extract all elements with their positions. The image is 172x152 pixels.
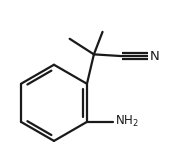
Text: N: N	[150, 50, 160, 63]
Text: NH$_2$: NH$_2$	[115, 114, 138, 129]
